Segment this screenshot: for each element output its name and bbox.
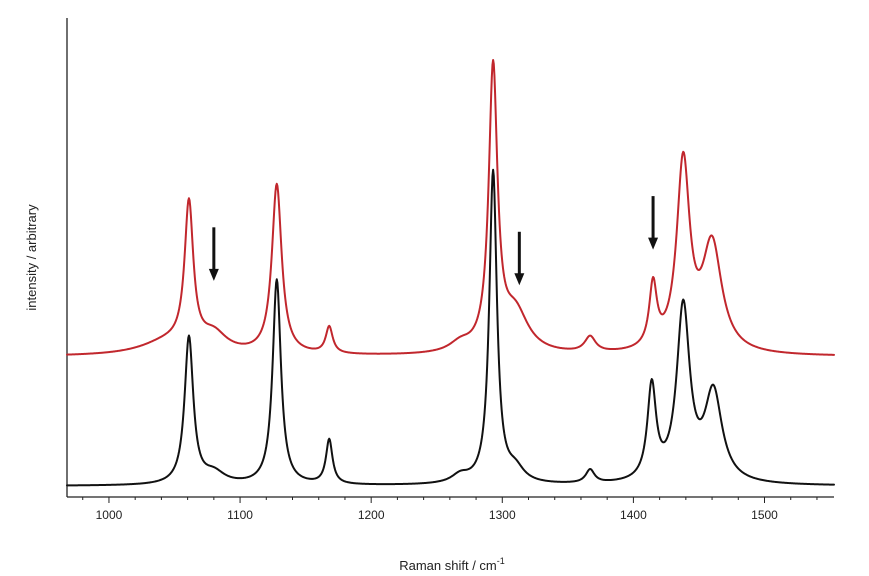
x-axis-title-text: Raman shift / cm xyxy=(399,558,497,573)
x-axis: 1000 1100 1200 1300 1400 1500 xyxy=(67,496,834,522)
x-axis-title: Raman shift / cm-1 xyxy=(399,556,505,573)
annotation-arrow xyxy=(208,227,219,281)
y-axis-title: intensity / arbitrary xyxy=(24,204,39,311)
x-ticks: 1000 1100 1200 1300 1400 1500 xyxy=(82,497,818,522)
x-tick-label: 1300 xyxy=(489,508,516,522)
annotation-arrow xyxy=(514,231,525,286)
annotation-arrow xyxy=(648,196,659,250)
x-tick-label: 1200 xyxy=(358,508,385,522)
x-tick-label: 1100 xyxy=(227,508,253,522)
x-tick-label: 1000 xyxy=(96,508,123,522)
annotation-layer xyxy=(208,196,659,286)
x-axis-title-superscript: -1 xyxy=(497,556,505,566)
x-tick-label: 1500 xyxy=(751,508,778,522)
series-line-red xyxy=(66,58,835,356)
series-layer xyxy=(66,58,835,487)
series-line-black xyxy=(66,168,835,487)
arrow-head xyxy=(208,268,219,281)
arrow-head xyxy=(648,237,659,250)
arrow-head xyxy=(514,273,525,286)
x-tick-label: 1400 xyxy=(620,508,647,522)
